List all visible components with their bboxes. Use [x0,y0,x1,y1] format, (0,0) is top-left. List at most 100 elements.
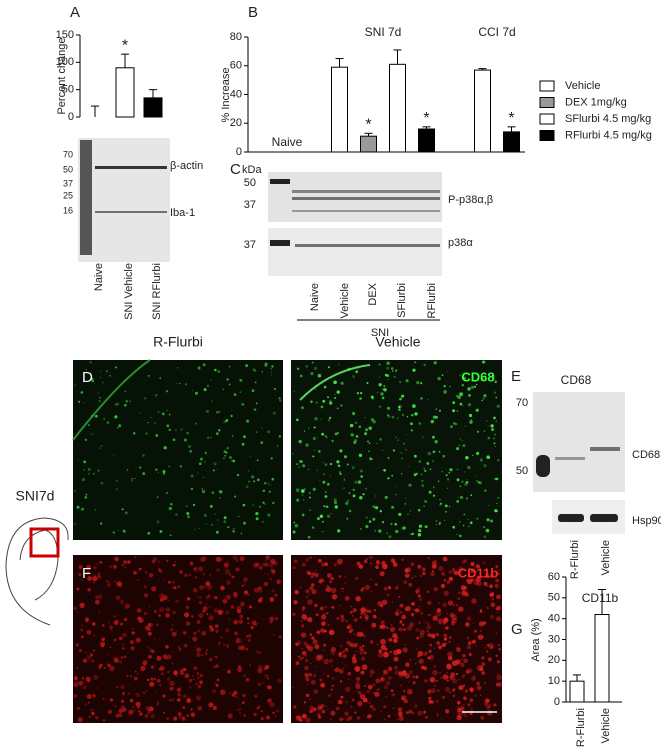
image-dot [437,618,444,624]
image-dot [228,618,231,620]
image-dot [168,413,171,416]
image-dot [202,363,206,367]
image-dot [352,656,356,661]
image-dot [424,525,428,529]
image-dot [95,599,100,605]
image-dot [134,670,137,673]
image-dot [486,705,490,710]
image-dot [209,504,213,508]
image-dot [429,651,432,653]
image-dot [94,414,98,418]
image-dot [169,686,174,691]
image-dot [77,707,80,710]
image-dot [134,556,137,559]
image-dot [106,579,109,583]
image-dot [96,563,99,565]
image-dot [430,688,436,694]
image-dot [398,512,402,517]
image-dot [317,373,322,378]
image-dot [96,687,98,689]
image-dot [169,680,175,687]
image-dot [378,529,382,533]
image-dot [258,622,260,624]
image-dot [272,711,275,715]
image-dot [248,664,251,666]
image-dot [490,645,494,649]
image-dot [467,641,472,645]
panel-label: D [82,369,93,386]
image-dot [368,520,372,523]
image-dot [151,649,155,654]
image-dot [362,649,365,652]
image-dot [213,462,217,466]
image-dot [263,581,269,587]
image-dot [136,608,142,613]
image-dot [271,569,276,574]
image-dot [205,409,209,413]
image-dot [319,514,324,518]
marker-label: 37 [244,239,256,251]
image-dot [179,465,183,468]
image-dot [106,421,110,424]
image-dot [179,570,183,574]
image-dot [274,593,278,597]
image-dot [404,672,411,679]
image-dot [479,667,484,672]
image-dot [148,655,152,659]
image-dot [495,565,499,569]
image-dot [323,672,325,674]
image-dot [320,706,323,710]
bar [115,67,135,118]
image-dot [81,507,85,511]
image-dot [390,367,394,370]
image-dot [270,374,273,376]
image-dot [495,477,499,481]
image-dot [293,600,298,605]
image-dot [274,715,277,718]
image-dot [435,679,438,683]
image-dot [382,674,385,677]
image-dot [414,454,417,458]
image-dot [360,475,364,478]
image-dot [456,533,458,536]
image-dot [494,509,497,512]
image-dot [352,615,354,617]
image-dot [486,607,489,609]
image-dot [456,447,460,451]
image-dot [408,466,409,468]
image-dot [302,499,305,501]
image-dot [440,502,442,505]
image-dot [142,660,148,666]
image-dot [232,554,238,561]
image-dot [359,469,363,473]
image-dot [411,532,414,536]
image-dot [320,418,322,420]
image-dot [73,606,78,610]
image-dot [301,489,305,493]
image-dot [467,614,469,616]
image-dot [175,513,178,516]
image-dot [261,370,264,373]
image-dot [335,706,340,711]
image-dot [204,451,207,454]
image-dot [404,573,410,578]
image-dot [86,655,92,660]
image-dot [225,628,230,633]
image-dot [448,471,451,474]
image-dot [267,698,272,703]
image-dot [251,389,255,393]
image-dot [470,494,473,497]
image-dot [356,677,361,681]
image-dot [416,380,420,385]
image-dot [204,651,208,655]
image-dot [352,564,354,566]
image-dot [223,450,226,453]
image-dot [329,416,332,419]
image-dot [165,613,170,618]
image-dot [250,456,251,458]
image-dot [264,674,269,678]
blot-e [533,392,625,492]
image-dot [205,595,210,600]
image-dot [375,560,381,565]
bar [331,66,348,153]
